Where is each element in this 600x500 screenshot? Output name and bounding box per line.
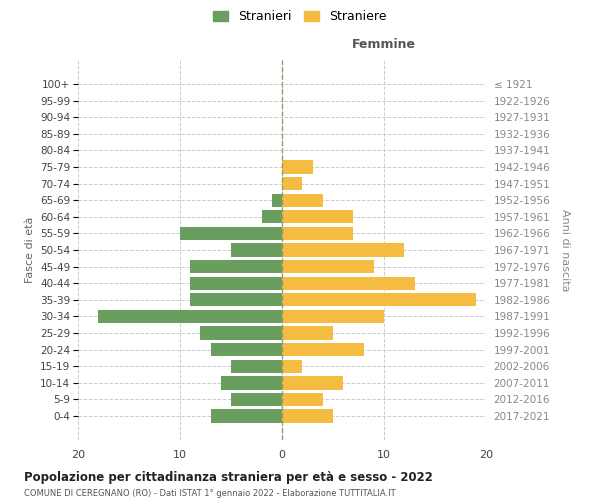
Bar [282, 343, 364, 356]
Bar [282, 260, 374, 274]
Bar [98, 310, 282, 323]
Bar [282, 226, 353, 240]
Text: Femmine: Femmine [352, 38, 416, 51]
Bar [282, 276, 415, 290]
Bar [282, 393, 323, 406]
Bar [180, 226, 282, 240]
Bar [190, 276, 282, 290]
Bar [262, 210, 282, 224]
Bar [282, 310, 384, 323]
Bar [231, 244, 282, 256]
Bar [200, 326, 282, 340]
Bar [231, 360, 282, 373]
Bar [190, 293, 282, 306]
Bar [282, 210, 353, 224]
Bar [231, 393, 282, 406]
Bar [190, 260, 282, 274]
Bar [282, 410, 333, 422]
Bar [282, 326, 333, 340]
Bar [221, 376, 282, 390]
Y-axis label: Anni di nascita: Anni di nascita [560, 209, 570, 291]
Text: COMUNE DI CEREGNANO (RO) - Dati ISTAT 1° gennaio 2022 - Elaborazione TUTTITALIA.: COMUNE DI CEREGNANO (RO) - Dati ISTAT 1°… [24, 489, 395, 498]
Y-axis label: Fasce di età: Fasce di età [25, 217, 35, 283]
Text: Popolazione per cittadinanza straniera per età e sesso - 2022: Popolazione per cittadinanza straniera p… [24, 471, 433, 484]
Bar [282, 194, 323, 207]
Bar [282, 244, 404, 256]
Bar [272, 194, 282, 207]
Bar [282, 160, 313, 173]
Legend: Stranieri, Straniere: Stranieri, Straniere [209, 6, 391, 26]
Bar [282, 376, 343, 390]
Bar [282, 293, 476, 306]
Bar [211, 410, 282, 422]
Bar [282, 360, 302, 373]
Bar [282, 177, 302, 190]
Bar [211, 343, 282, 356]
